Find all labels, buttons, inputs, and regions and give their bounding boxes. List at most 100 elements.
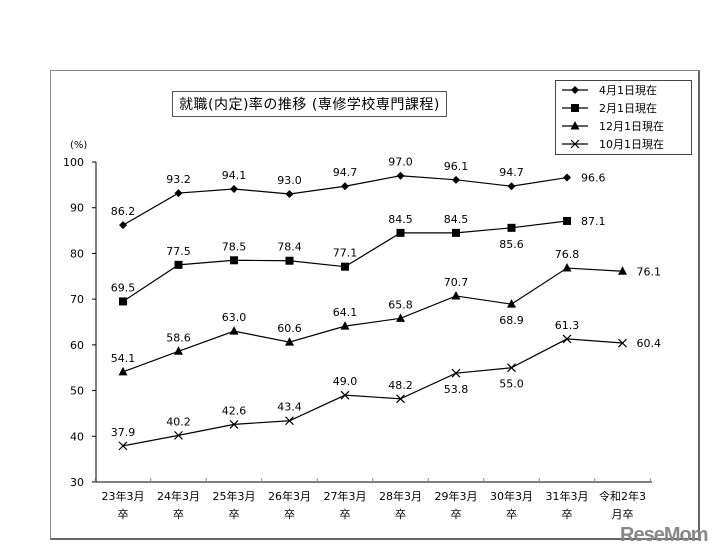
data-label: 69.5 [111,281,136,294]
data-point [118,366,128,376]
legend-marker [570,139,580,149]
y-tick-label: 90 [70,202,84,215]
y-tick-label: 50 [70,385,84,398]
x-tick-label: 24年3月 [157,489,200,503]
x-tick-label: 27年3月 [324,489,367,503]
legend-label: 2月1日現在 [599,102,657,115]
data-label: 43.4 [277,401,302,414]
legend-label: 4月1日現在 [599,84,657,97]
data-point [174,260,183,269]
legend-label: 10月1日現在 [599,138,664,151]
data-point [507,299,516,308]
data-point [563,173,571,182]
series-line-2 [122,267,623,373]
data-point [507,363,516,373]
data-point [230,256,238,265]
x-tick-label: 月卒 [612,507,634,521]
data-point [229,419,239,429]
x-tick-label: 30年3月 [490,489,533,503]
x-tick-label: 29年3月 [435,489,478,503]
data-label: 60.6 [277,322,302,335]
data-point [285,416,294,426]
y-tick-label: 60 [70,339,84,352]
data-label: 84.5 [444,213,469,226]
data-point [451,290,461,300]
data-point [285,337,294,346]
data-point [618,266,627,275]
square-marker-icon [562,104,588,112]
data-point [174,430,183,440]
x-tick-label: 卒 [562,507,573,521]
data-label: 96.1 [444,160,469,173]
y-tick-label: 40 [70,430,84,443]
data-label: 94.7 [499,166,524,179]
legend-item: 10月1日現在 [556,135,691,153]
data-point [396,394,405,404]
y-tick-label: 100 [63,156,84,169]
data-label: 58.6 [166,331,191,344]
data-label: 85.6 [499,238,524,251]
data-point [285,256,294,265]
data-point [618,338,627,348]
legend-marker [571,86,579,94]
x-tick-label: 卒 [506,507,517,521]
legend-marker [571,104,579,112]
x-marker-icon [562,139,588,149]
data-label: 40.2 [166,415,191,428]
data-label: 55.0 [499,378,524,391]
data-label: 93.2 [166,173,191,186]
y-axis-label: (%) [70,140,87,151]
chart-title: 就職(内定)率の推移 (専修学校専門課程) [172,91,447,117]
data-point [174,189,183,198]
x-tick-label: 31年3月 [546,489,589,503]
data-point [507,223,516,232]
data-point [341,182,349,191]
data-point [285,190,294,198]
diamond-marker-icon [562,86,588,94]
data-label: 64.1 [333,306,358,319]
data-point [118,441,128,451]
data-label: 68.9 [499,314,524,327]
data-point [340,390,350,400]
x-tick-label: 28年3月 [379,489,422,503]
y-tick-label: 80 [70,247,84,260]
data-label: 61.3 [555,319,580,332]
data-point [174,346,183,355]
data-point [507,182,516,191]
x-tick-label: 23年3月 [102,489,145,503]
x-tick-label: 卒 [229,507,240,521]
x-tick-label: 卒 [340,507,351,521]
data-label: 94.7 [333,166,358,179]
chart-frame [50,70,700,540]
legend-label: 12月1日現在 [599,120,664,133]
data-label: 54.1 [111,352,136,365]
data-point [229,326,239,335]
data-label: 70.7 [444,276,469,289]
legend: 4月1日現在 2月1日現在 12月1日現在 10月1日現在 [555,80,692,155]
data-label: 77.1 [333,247,358,260]
data-label: 76.1 [637,265,662,278]
resemom-watermark-logo: ReseMom [620,524,708,546]
legend-item: 12月1日現在 [556,117,691,135]
legend-marker [570,121,580,130]
series-line-3 [122,338,623,447]
legend-item: 4月1日現在 [556,81,691,99]
data-label: 87.1 [581,215,606,228]
x-tick-label: 卒 [173,507,184,521]
data-point [119,297,127,306]
data-label: 94.1 [222,169,247,182]
data-point [230,184,238,193]
x-tick-label: 卒 [451,507,462,521]
data-point [452,228,460,237]
data-label: 86.2 [111,205,136,218]
data-point [451,368,461,378]
data-label: 78.4 [277,241,302,254]
data-label: 84.5 [388,213,413,226]
x-tick-label: 卒 [284,507,295,521]
data-point [340,321,350,330]
data-label: 48.2 [388,379,413,392]
data-label: 97.0 [388,156,413,169]
data-point [563,216,571,225]
data-label: 42.6 [222,404,247,417]
